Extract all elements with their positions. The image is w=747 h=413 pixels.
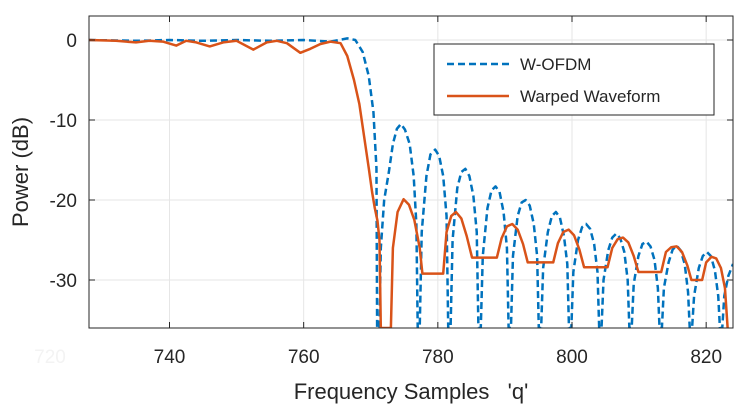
x-tick-label: 760 xyxy=(288,347,320,368)
series-line-warped-waveform xyxy=(89,38,729,328)
legend-label-warped-waveform: Warped Waveform xyxy=(520,87,660,106)
axes-box xyxy=(88,15,734,329)
x-tick-label: 740 xyxy=(154,347,186,368)
legend: W-OFDM Warped Waveform xyxy=(433,43,715,116)
y-tick-label: -10 xyxy=(50,111,77,132)
x-axis-label: Frequency Samples 'q' xyxy=(294,379,529,404)
legend-label-w-ofdm: W-OFDM xyxy=(520,55,591,74)
y-axis-label: Power (dB) xyxy=(8,117,33,227)
x-tick-label: 720 xyxy=(34,347,66,368)
x-tick-label: 800 xyxy=(556,347,588,368)
x-tick-label: 820 xyxy=(690,347,722,368)
axis-ticks xyxy=(89,16,733,328)
x-tick-label: 780 xyxy=(422,347,454,368)
x-tick-labels: 720 740 760 780 800 820 xyxy=(34,347,722,368)
y-tick-labels: 0 -10 -20 -30 xyxy=(50,31,77,292)
plot-area xyxy=(89,37,733,328)
series-line-w-ofdm xyxy=(89,37,733,328)
legend-box xyxy=(433,43,715,116)
y-tick-label: 0 xyxy=(66,31,77,52)
grid-lines xyxy=(89,16,733,328)
y-tick-label: -30 xyxy=(50,271,77,292)
y-tick-label: -20 xyxy=(50,191,77,212)
